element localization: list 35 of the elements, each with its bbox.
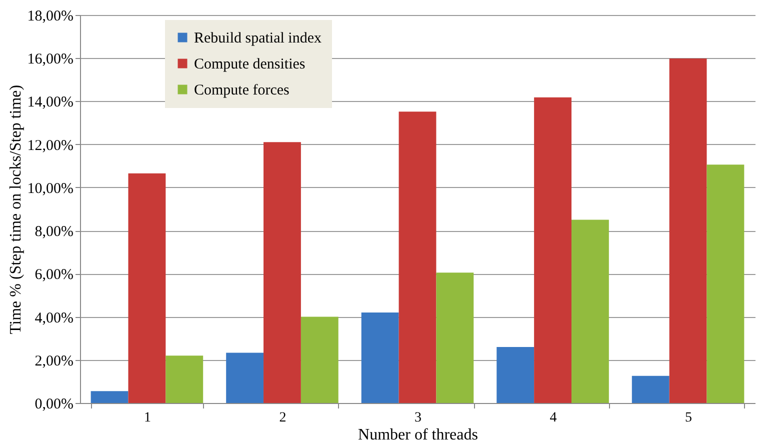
legend-label: Compute forces xyxy=(194,82,290,98)
bar xyxy=(571,220,609,403)
bar xyxy=(706,164,744,403)
y-axis-title: Time % (Step time on locks/Step time) xyxy=(7,84,24,334)
x-tick-label: 1 xyxy=(144,410,151,426)
y-tick-label: 4,00% xyxy=(34,310,74,326)
bar xyxy=(264,142,301,403)
x-tick-label: 5 xyxy=(685,410,692,426)
x-tick-label: 4 xyxy=(550,410,557,426)
bar xyxy=(669,58,707,403)
bar xyxy=(361,312,399,403)
bar xyxy=(300,316,338,403)
x-tick-label: 2 xyxy=(279,410,286,426)
bar xyxy=(496,346,534,403)
y-tick-label: 12,00% xyxy=(27,138,74,154)
bar xyxy=(90,391,128,403)
legend-label: Compute densities xyxy=(194,56,306,72)
y-tick-label: 16,00% xyxy=(27,52,74,68)
legend-label: Rebuild spatial index xyxy=(194,30,322,46)
y-tick-label: 2,00% xyxy=(34,353,74,370)
y-tick-label: 18,00% xyxy=(27,8,74,24)
bar xyxy=(166,356,204,403)
y-tick-label: 6,00% xyxy=(34,267,74,284)
x-axis-title: Number of threads xyxy=(358,426,478,444)
y-tick-label: 0,00% xyxy=(34,396,74,412)
y-tick-label: 8,00% xyxy=(34,224,74,240)
bar xyxy=(398,112,436,403)
x-tick-label: 3 xyxy=(414,410,422,426)
bar xyxy=(128,173,166,403)
bar xyxy=(226,352,264,403)
y-tick-label: 14,00% xyxy=(27,94,74,111)
bar xyxy=(436,272,474,403)
bar xyxy=(534,97,572,403)
y-tick-label: 10,00% xyxy=(27,180,74,197)
bar xyxy=(632,376,670,403)
